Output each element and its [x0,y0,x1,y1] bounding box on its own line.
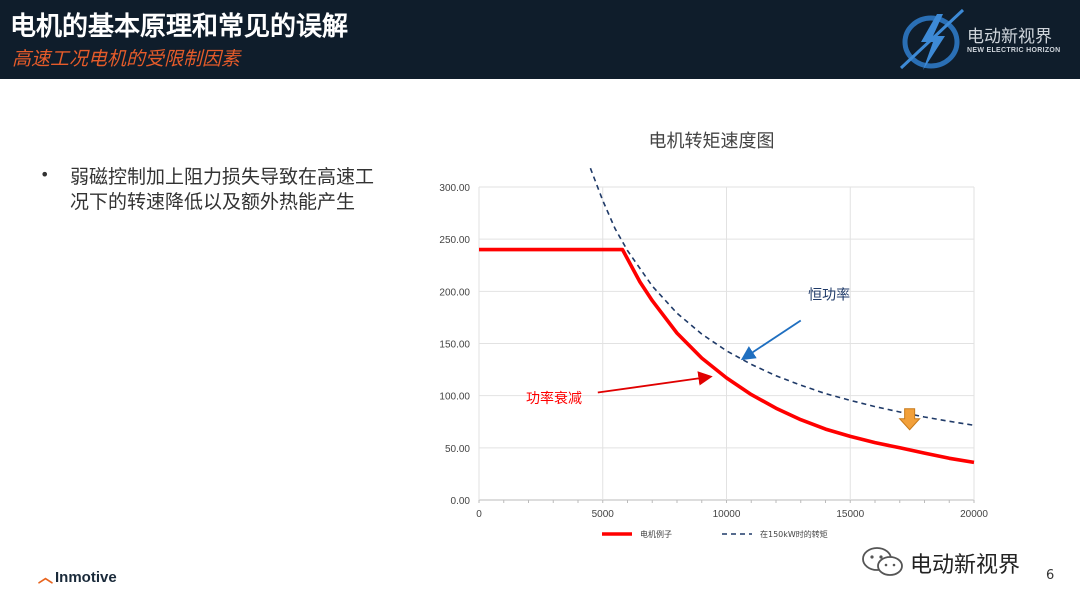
y-tick-label: 0.00 [451,496,471,507]
x-tick-label: 20000 [960,509,988,520]
y-tick-label: 50.00 [445,444,470,455]
constant-power-torque-line [589,167,975,427]
inmotive-logo: ︿ Inmotive [38,566,117,587]
header-bar: 电机的基本原理和常见的误解 高速工况电机的受限制因素 电动新视界 NEW ELE… [0,0,1080,79]
inmotive-mark-icon: ︿ [38,569,54,586]
legend-label-motor-example: 电机例子 [640,529,672,539]
y-tick-label: 100.00 [439,392,470,403]
x-tick-label: 0 [476,509,482,520]
wechat-icon [862,547,903,576]
page-number: 6 [1046,568,1055,583]
logo-text-en: NEW ELECTRIC HORIZON [967,47,1061,54]
motor-example-line [479,247,975,465]
y-tick-label: 200.00 [439,287,470,298]
wechat-account-name: 电动新视界 [910,553,1021,578]
y-tick-label: 300.00 [439,183,470,194]
legend-label-150kw-torque: 在150kW时的转矩 [760,529,828,539]
down-arrow-icon [898,408,921,431]
logo-text-cn: 电动新视界 [967,27,1052,47]
x-tick-label: 10000 [713,509,741,520]
page-title: 电机的基本原理和常见的误解 [10,12,349,42]
constant-power-annotation: 恒功率 [808,287,850,304]
torque-speed-chart: 电机转矩速度图 0.00 50.00 100.00 150.00 200.00 250.00… [439,131,988,539]
brand-logo: 电动新视界 NEW ELECTRIC HORIZON [895,6,1075,74]
x-tick-label: 15000 [836,509,864,520]
y-tick-label: 250.00 [439,235,470,246]
x-tick-label: 5000 [592,509,615,520]
inmotive-brand-text: Inmotive [55,569,117,586]
bullet-dot: • [40,165,50,184]
page-subtitle: 高速工况电机的受限制因素 [12,48,241,70]
constant-power-arrow [740,319,802,361]
lightning-globe-icon [899,8,965,70]
bullet-item: 弱磁控制加上阻力损失导致在高速工况下的转速降低以及额外热能产生 [70,166,375,213]
y-tick-label: 150.00 [439,340,470,351]
power-decay-annotation: 功率衰减 [526,390,582,407]
power-decay-arrow [597,371,713,394]
chart-title: 电机转矩速度图 [649,131,775,152]
